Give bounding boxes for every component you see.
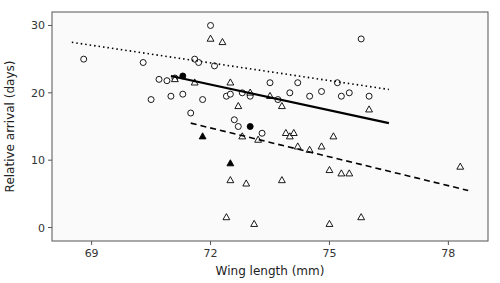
y-tick-label: 30 [31,19,45,32]
triangle-point [278,177,285,183]
x-tick [329,241,330,245]
circle-point [208,22,214,28]
y-tick [48,227,52,228]
y-axis-label: Relative arrival (days) [3,61,17,193]
triangle-point [227,160,234,166]
y-tick-label: 20 [31,87,45,100]
y-tick [48,92,52,93]
regression-line [171,76,389,123]
circle-point [259,130,265,136]
triangle-point [366,106,373,112]
x-tick-label: 72 [204,247,218,260]
circle-point [164,78,170,84]
circle-point [295,80,301,86]
triangle-point [326,166,333,172]
circle-point [227,91,233,97]
circle-point [287,90,293,96]
triangle-point [282,129,289,135]
x-tick [448,241,449,245]
triangle-point [235,102,242,108]
chart: 69 72 75 78 0 10 20 30 Wing length (mm) Relative … [0,0,500,283]
circle-point [200,97,206,103]
plot-background [52,12,488,241]
circle-point [168,93,174,99]
circle-point [148,97,154,103]
y-tick [48,160,52,161]
triangle-point [227,177,234,183]
circle-point [156,76,162,82]
triangle-point [318,143,325,149]
triangle-point [243,180,250,186]
circle-point [366,93,372,99]
triangle-point [207,35,214,41]
triangle-point [358,214,365,220]
y-tick-label: 10 [31,154,45,167]
y-tick [48,25,52,26]
circle-point [338,93,344,99]
triangle-point [457,163,464,169]
triangle-point [330,133,337,139]
circle-point [346,90,352,96]
circle-point [235,124,241,130]
circle-point [81,56,87,62]
x-tick [91,241,92,245]
plot-frame [52,12,488,241]
circle-point [231,117,237,123]
circle-point [180,91,186,97]
y-tick-label: 0 [38,222,45,235]
circle-point [247,124,253,130]
x-tick-label: 75 [322,247,336,260]
triangle-point [278,102,285,108]
x-tick-label: 69 [85,247,99,260]
circle-point [140,60,146,66]
triangle-point [219,39,226,45]
triangle-point [255,136,262,142]
x-tick-label: 78 [441,247,455,260]
x-tick [210,241,211,245]
regression-line [191,123,468,190]
circle-point [358,36,364,42]
triangle-point [251,220,258,226]
x-axis-label: Wing length (mm) [216,264,325,278]
triangle-point [227,79,234,85]
triangle-point [294,143,301,149]
triangle-point [290,129,297,135]
circle-point [188,110,194,116]
circle-point [307,93,313,99]
triangle-point [346,170,353,176]
plot-area [72,22,468,226]
regression-line [72,42,389,89]
triangle-point [199,133,206,139]
triangle-point [326,220,333,226]
triangle-point [338,170,345,176]
circle-point [267,80,273,86]
circle-point [319,88,325,94]
triangle-point [223,214,230,220]
